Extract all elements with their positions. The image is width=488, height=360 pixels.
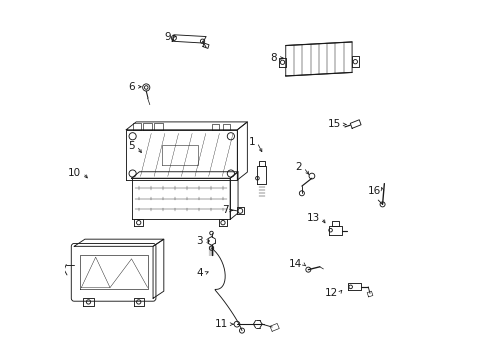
Text: 1: 1 [248,138,255,147]
Text: 6: 6 [128,82,135,92]
Text: 9: 9 [164,32,171,41]
Text: 13: 13 [306,213,319,222]
Text: 4: 4 [196,268,203,278]
Text: 8: 8 [269,53,276,63]
Text: 11: 11 [215,319,228,329]
Text: 16: 16 [367,186,380,196]
Text: 5: 5 [128,141,135,151]
Text: 14: 14 [288,259,301,269]
Text: 2: 2 [295,162,301,172]
Text: 7: 7 [221,206,228,216]
Text: 3: 3 [196,236,203,246]
Text: 10: 10 [68,168,81,178]
Text: 15: 15 [327,120,341,129]
Text: 12: 12 [324,288,337,298]
